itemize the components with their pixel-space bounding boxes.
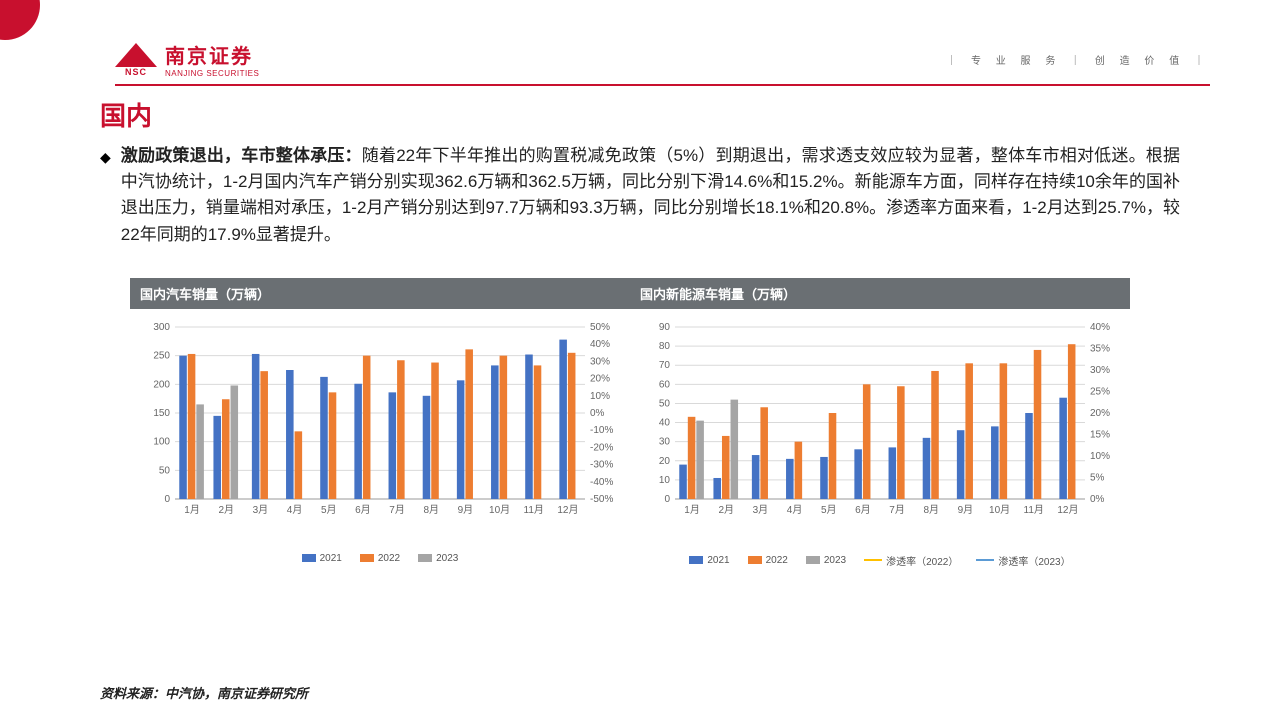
svg-text:6月: 6月 bbox=[855, 504, 871, 516]
charts-row: 国内汽车销量（万辆） 050100150200250300-50%-40%-30… bbox=[130, 278, 1180, 568]
svg-text:-30%: -30% bbox=[590, 459, 613, 470]
chart-right-legend: 2021 2022 2023 渗透率（2022） 渗透率（2023） bbox=[630, 549, 1130, 568]
svg-text:11月: 11月 bbox=[524, 504, 544, 516]
svg-text:-40%: -40% bbox=[590, 477, 613, 488]
body-paragraph: 激励政策退出，车市整体承压：随着22年下半年推出的购置税减免政策（5%）到期退出… bbox=[121, 143, 1180, 248]
svg-text:20: 20 bbox=[659, 456, 671, 467]
svg-text:25%: 25% bbox=[1090, 386, 1110, 397]
svg-text:6月: 6月 bbox=[355, 504, 371, 516]
svg-text:-20%: -20% bbox=[590, 442, 613, 453]
svg-text:9月: 9月 bbox=[458, 504, 474, 516]
legend-item: 2023 bbox=[418, 553, 458, 564]
svg-text:50: 50 bbox=[659, 398, 671, 409]
svg-text:300: 300 bbox=[153, 322, 170, 333]
chart-right-svg: 0 10 20 30 40 50 60 70 80 90 0% 5% 10% 15% 20% 25% 30% 35… bbox=[640, 319, 1120, 519]
svg-text:50: 50 bbox=[159, 465, 171, 476]
svg-text:2月: 2月 bbox=[718, 504, 734, 516]
logo-mark: NSC bbox=[115, 43, 157, 75]
svg-text:3月: 3月 bbox=[753, 504, 769, 516]
svg-text:10%: 10% bbox=[590, 391, 610, 402]
svg-text:12月: 12月 bbox=[557, 504, 578, 516]
svg-text:7月: 7月 bbox=[389, 504, 405, 516]
chart-left-title: 国内汽车销量（万辆） bbox=[130, 278, 630, 309]
svg-text:1月: 1月 bbox=[684, 504, 700, 516]
svg-text:12月: 12月 bbox=[1057, 504, 1078, 516]
svg-text:11月: 11月 bbox=[1024, 504, 1044, 516]
legend-item: 渗透率（2023） bbox=[976, 553, 1070, 568]
svg-text:8月: 8月 bbox=[423, 504, 439, 516]
svg-text:-10%: -10% bbox=[590, 425, 613, 436]
svg-text:20%: 20% bbox=[1090, 408, 1110, 419]
svg-text:5月: 5月 bbox=[321, 504, 337, 516]
svg-text:0: 0 bbox=[664, 494, 670, 505]
svg-text:9月: 9月 bbox=[958, 504, 974, 516]
svg-text:0%: 0% bbox=[590, 408, 605, 419]
bullet-icon: ◆ bbox=[100, 149, 111, 166]
logo-cn: 南京证券 bbox=[165, 40, 259, 69]
svg-text:30%: 30% bbox=[590, 356, 610, 367]
logo-en: NANJING SECURITIES bbox=[165, 69, 259, 78]
legend-item: 2021 bbox=[302, 553, 342, 564]
svg-text:150: 150 bbox=[153, 408, 170, 419]
svg-text:5月: 5月 bbox=[821, 504, 837, 516]
section-title: 国内 bbox=[100, 96, 1180, 133]
body-lead: 激励政策退出，车市整体承压： bbox=[121, 146, 362, 165]
svg-text:0%: 0% bbox=[1090, 494, 1105, 505]
svg-text:0: 0 bbox=[164, 494, 170, 505]
chart-right-title: 国内新能源车销量（万辆） bbox=[630, 278, 1130, 309]
svg-text:35%: 35% bbox=[1090, 343, 1110, 354]
svg-text:40%: 40% bbox=[1090, 322, 1110, 333]
legend-item: 2021 bbox=[689, 553, 729, 568]
svg-text:10月: 10月 bbox=[989, 504, 1010, 516]
svg-text:50%: 50% bbox=[590, 322, 610, 333]
svg-text:8月: 8月 bbox=[923, 504, 939, 516]
svg-text:7月: 7月 bbox=[889, 504, 905, 516]
svg-text:60: 60 bbox=[659, 379, 671, 390]
svg-text:30: 30 bbox=[659, 437, 671, 448]
svg-text:15%: 15% bbox=[1090, 429, 1110, 440]
svg-text:-50%: -50% bbox=[590, 494, 613, 505]
legend-item: 2022 bbox=[748, 553, 788, 568]
content: 国内 ◆ 激励政策退出，车市整体承压：随着22年下半年推出的购置税减免政策（5%… bbox=[0, 86, 1280, 568]
source-text: 资料来源：中汽协，南京证券研究所 bbox=[100, 683, 308, 702]
svg-text:10: 10 bbox=[659, 475, 671, 486]
svg-text:100: 100 bbox=[153, 437, 170, 448]
svg-text:10%: 10% bbox=[1090, 451, 1110, 462]
svg-text:30%: 30% bbox=[1090, 365, 1110, 376]
svg-text:2月: 2月 bbox=[218, 504, 234, 516]
svg-text:80: 80 bbox=[659, 341, 671, 352]
svg-text:200: 200 bbox=[153, 379, 170, 390]
header: NSC 南京证券 NANJING SECURITIES ｜ 专 业 服 务 ｜ … bbox=[0, 0, 1280, 84]
chart-left: 国内汽车销量（万辆） 0 50 100 150 200 250 300 -50% -40% -30… bbox=[130, 278, 630, 568]
svg-text:4月: 4月 bbox=[787, 504, 803, 516]
svg-text:250: 250 bbox=[153, 351, 170, 362]
chart-left-svg: 0 50 100 150 200 250 300 -50% -40% -30% -20% -10% 0%… bbox=[140, 319, 620, 519]
svg-text:10月: 10月 bbox=[489, 504, 510, 516]
chart-right: 国内新能源车销量（万辆） 0 10 20 30 40 50 60 70 80 90 0% 5% 10% 1… bbox=[630, 278, 1130, 568]
svg-text:20%: 20% bbox=[590, 373, 610, 384]
legend-item: 2023 bbox=[806, 553, 846, 568]
svg-text:40%: 40% bbox=[590, 339, 610, 350]
svg-text:90: 90 bbox=[659, 322, 671, 333]
svg-text:70: 70 bbox=[659, 360, 671, 371]
legend-item: 渗透率（2022） bbox=[864, 553, 958, 568]
svg-text:4月: 4月 bbox=[287, 504, 303, 516]
header-tagline: ｜ 专 业 服 务 ｜ 创 造 价 值 ｜ bbox=[946, 52, 1210, 67]
svg-text:3月: 3月 bbox=[253, 504, 269, 516]
svg-text:40: 40 bbox=[659, 417, 671, 428]
svg-text:5%: 5% bbox=[1090, 472, 1105, 483]
legend-item: 2022 bbox=[360, 553, 400, 564]
svg-text:1月: 1月 bbox=[184, 504, 200, 516]
chart-left-legend: 2021 2022 2023 bbox=[130, 549, 630, 564]
logo-nsc: NSC bbox=[115, 67, 157, 77]
logo-block: NSC 南京证券 NANJING SECURITIES bbox=[115, 40, 259, 78]
